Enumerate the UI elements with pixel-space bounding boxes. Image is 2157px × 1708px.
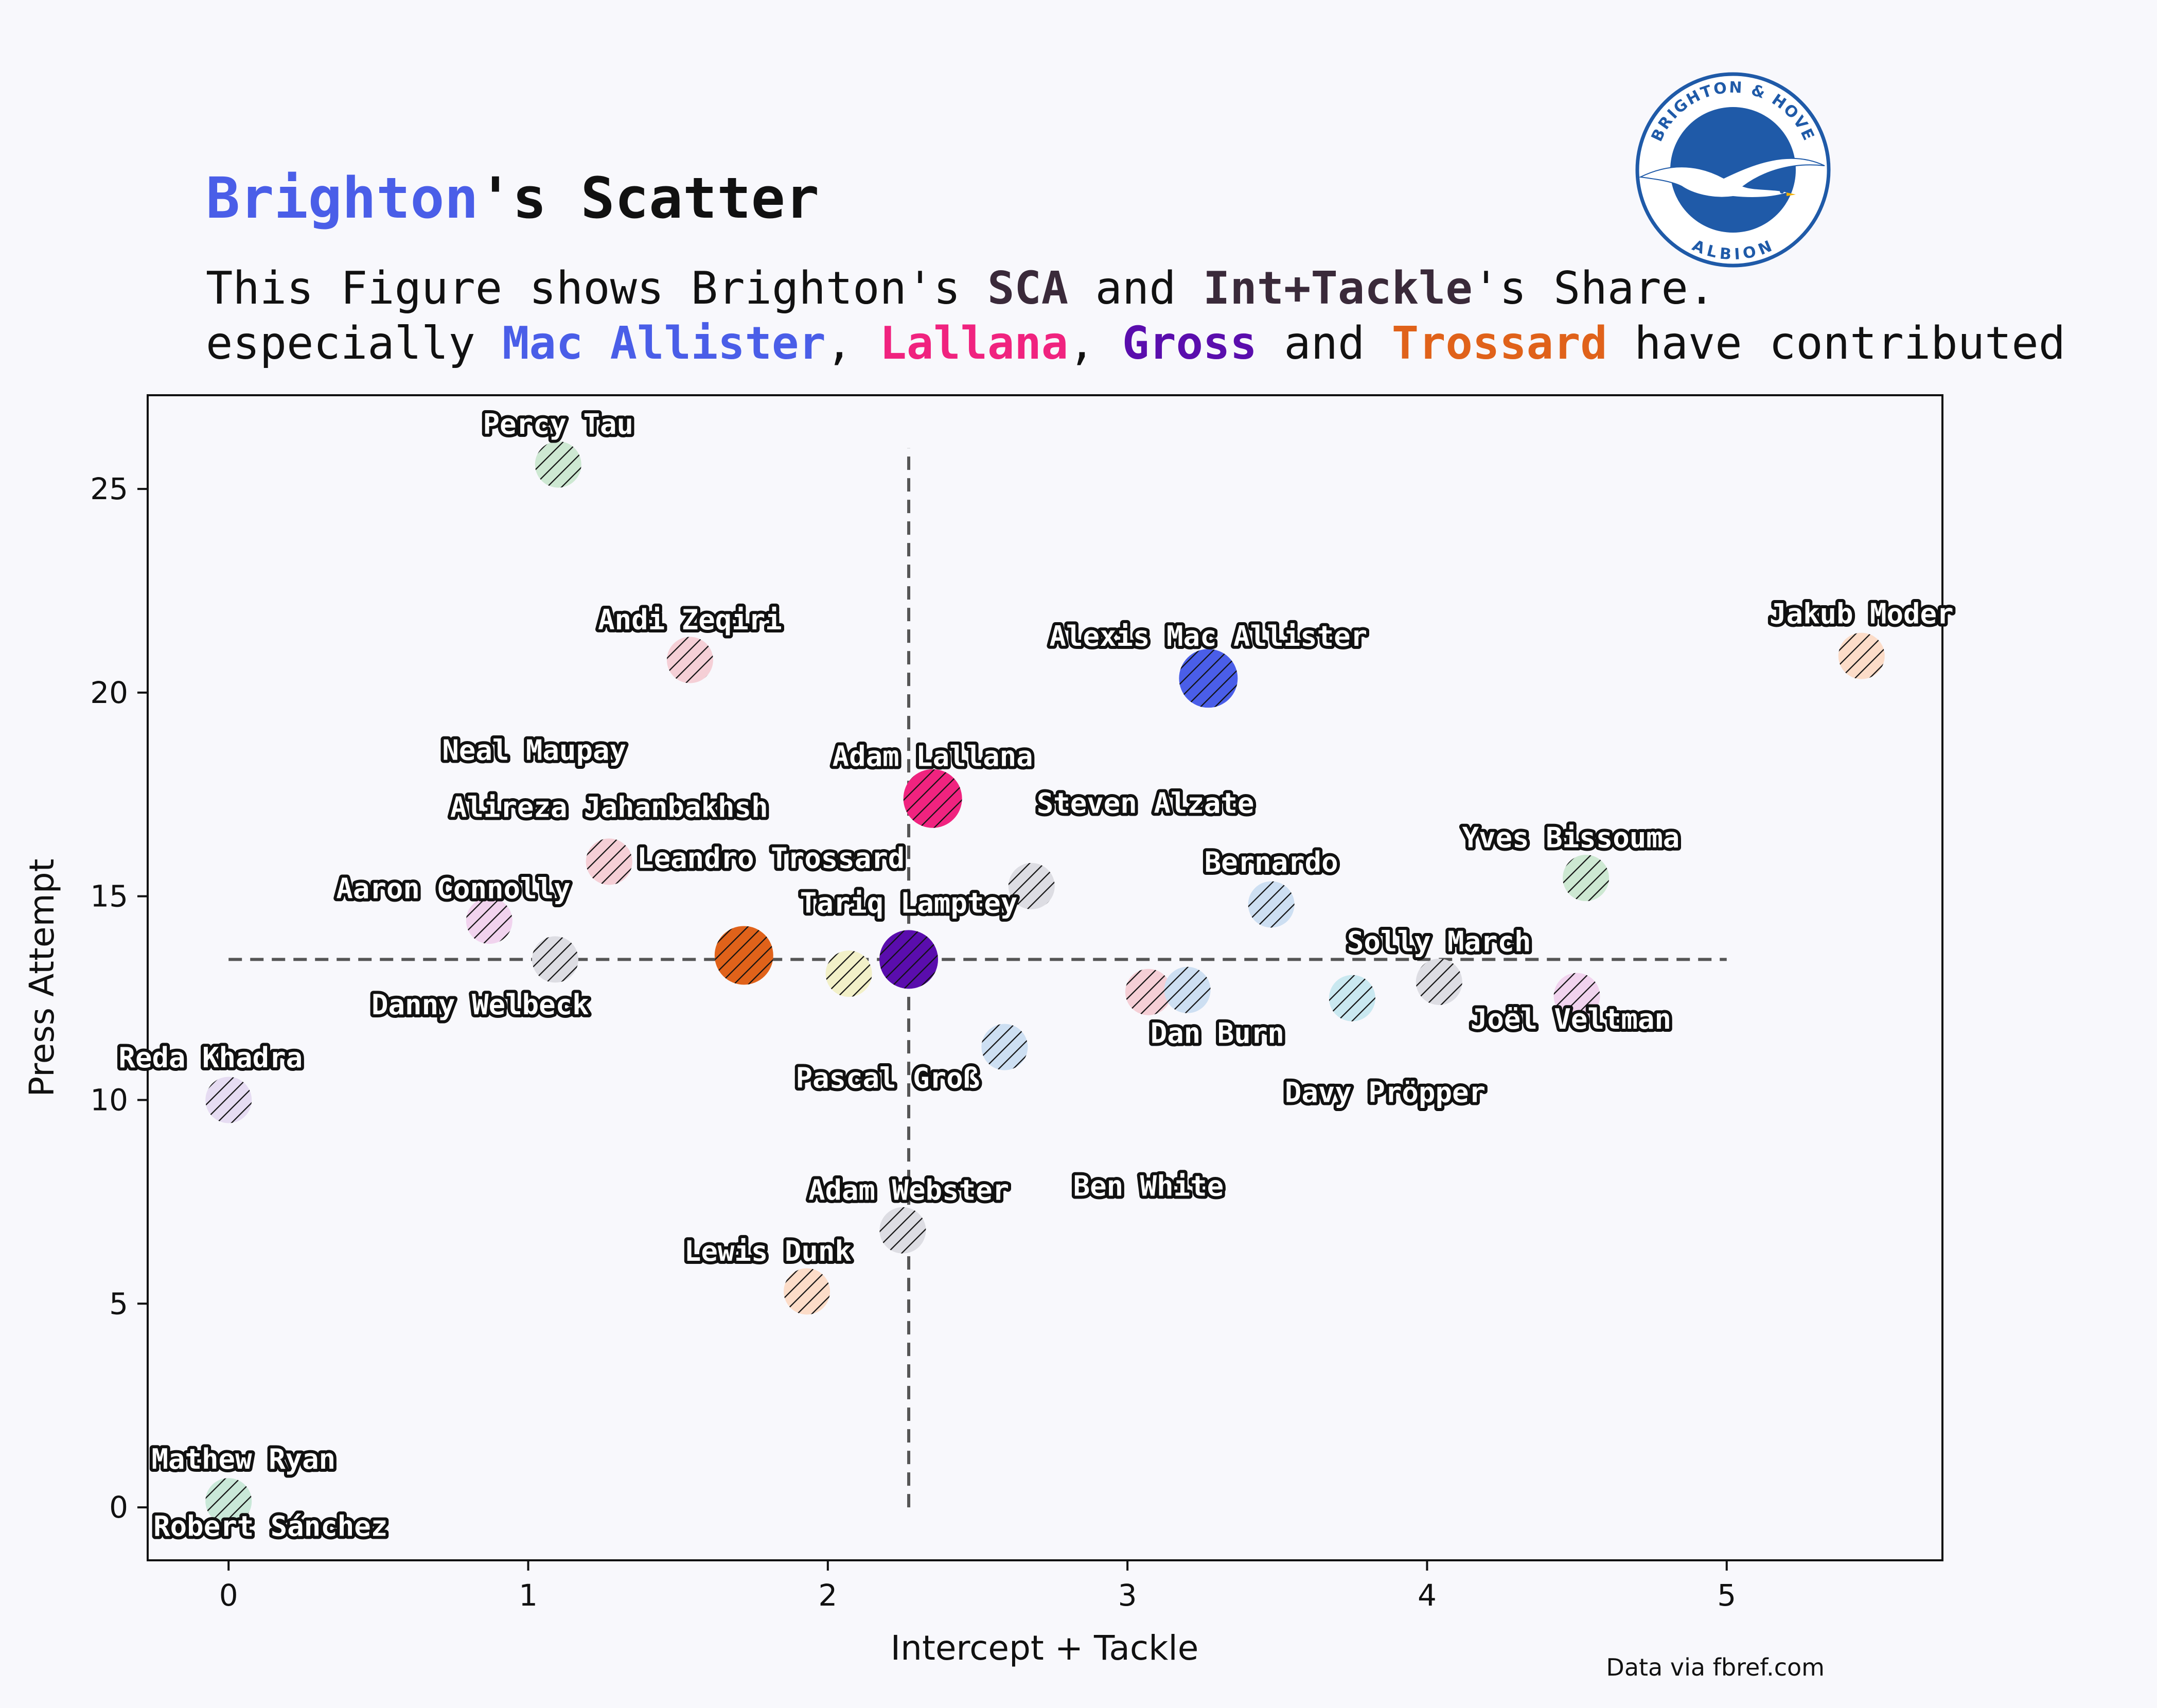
point-label: Alexis Mac Allister — [1049, 620, 1367, 653]
point-label: Tariq Lamptey — [800, 887, 1018, 919]
club-crest-logo: BRIGHTON & HOVE ALBION — [1635, 72, 1831, 268]
plot-area — [147, 394, 1943, 1561]
seagull-icon — [1638, 157, 1825, 198]
point-label: Leandro Trossard — [637, 842, 905, 874]
point-label: Neal Maupay — [442, 734, 626, 766]
data-point — [466, 897, 512, 944]
x-tick-label: 5 — [1717, 1578, 1736, 1613]
subtitle-run: 's Share. — [1473, 262, 1715, 314]
subtitle-run: and — [1257, 317, 1392, 369]
subtitle-run: This Figure shows Brighton's — [206, 262, 987, 314]
y-axis-label: Press Attempt — [22, 858, 62, 1097]
data-point — [205, 1478, 252, 1525]
x-tick-label: 0 — [219, 1578, 238, 1613]
point-labels: Percy Tau Andi Zeqiri Alexis Mac Allister J… — [115, 405, 1956, 1545]
point-label: Joël Veltman — [1471, 1003, 1671, 1035]
axes: 0 1 2 3 4 5 0 5 10 15 20 25 — [90, 471, 1736, 1613]
subtitle-run: , — [1068, 317, 1122, 369]
point-label: Solly March — [1347, 926, 1531, 958]
subtitle-run: , — [826, 317, 880, 369]
data-point — [1416, 958, 1462, 1005]
subtitle-run: Int+Tackle — [1203, 262, 1473, 314]
subtitle-run: Gross — [1122, 317, 1257, 369]
subtitle-run: and — [1068, 262, 1203, 314]
data-point — [825, 950, 872, 997]
x-tick-label: 4 — [1418, 1578, 1437, 1613]
data-point — [981, 1024, 1028, 1070]
subtitle-run: Lallana — [879, 317, 1068, 369]
x-tick-label: 2 — [818, 1578, 837, 1613]
data-point — [586, 838, 632, 885]
data-point — [1008, 862, 1055, 909]
y-tick-label: 0 — [109, 1490, 128, 1525]
point-label: Andi Zeqiri — [598, 604, 782, 636]
point-label: Adam Lallana — [833, 740, 1033, 772]
point-label: Robert Sánchez — [153, 1510, 387, 1543]
chart-title-team: Brighton — [206, 165, 479, 231]
data-point — [535, 441, 581, 488]
point-label: Lewis Dunk — [684, 1235, 852, 1267]
data-point — [879, 1207, 926, 1254]
point-label: Percy Tau — [483, 408, 633, 441]
data-point — [1248, 881, 1295, 928]
x-tick-label: 3 — [1118, 1578, 1137, 1613]
point-label: Reda Khadra — [118, 1042, 303, 1074]
data-point — [1125, 969, 1172, 1015]
subtitle-run: Trossard — [1392, 317, 1607, 369]
subtitle-run: Mac Allister — [502, 317, 826, 369]
y-tick-label: 15 — [90, 879, 128, 914]
data-point — [784, 1268, 830, 1315]
chart-subtitle-line-1: This Figure shows Brighton's SCA and Int… — [206, 262, 1715, 314]
data-point — [1329, 975, 1375, 1022]
subtitle-run: SCA — [987, 262, 1068, 314]
data-point — [879, 930, 939, 989]
point-label: Alireza Jahanbakhsh — [450, 791, 768, 823]
point-label: Pascal Groß — [795, 1062, 980, 1095]
chart-title: Brighton's Scatter — [206, 165, 819, 231]
data-point — [714, 926, 773, 985]
point-label: Danny Welbeck — [372, 989, 589, 1021]
subtitle-run: especially — [206, 317, 502, 369]
source-note: Data via fbref.com — [1606, 1653, 1825, 1681]
y-tick-label: 25 — [90, 471, 128, 506]
data-point — [666, 637, 713, 683]
point-label: Bernardo — [1205, 846, 1338, 878]
point-label: Yves Bissouma — [1462, 822, 1680, 854]
y-tick-label: 5 — [109, 1286, 128, 1321]
point-label: Aaron Connolly — [336, 873, 570, 905]
data-point — [532, 936, 578, 983]
subtitle-run: have contributed — [1607, 317, 2065, 369]
point-label: Jakub Moder — [1770, 597, 1954, 630]
x-tick-label: 1 — [519, 1578, 538, 1613]
data-point — [1838, 632, 1885, 679]
data-point — [1553, 973, 1600, 1019]
x-axis-label: Intercept + Tackle — [891, 1628, 1199, 1668]
point-label: Mathew Ryan — [152, 1443, 336, 1475]
data-point — [1563, 855, 1610, 902]
data-point — [903, 769, 962, 828]
point-label: Dan Burn — [1151, 1017, 1284, 1050]
chart-subtitle-line-2: especially Mac Allister, Lallana, Gross … — [206, 317, 2065, 369]
data-point — [1164, 966, 1211, 1013]
data-point — [205, 1077, 252, 1123]
data-points — [205, 441, 1885, 1525]
point-label: Ben White — [1073, 1170, 1224, 1203]
chart-title-rest: 's Scatter — [479, 165, 819, 231]
point-label: Steven Alzate — [1037, 787, 1254, 819]
y-tick-label: 20 — [90, 675, 128, 710]
point-label: Adam Webster — [808, 1174, 1009, 1206]
y-tick-label: 10 — [90, 1082, 128, 1117]
data-point — [1179, 649, 1238, 708]
point-label: Davy Pröpper — [1285, 1076, 1486, 1108]
